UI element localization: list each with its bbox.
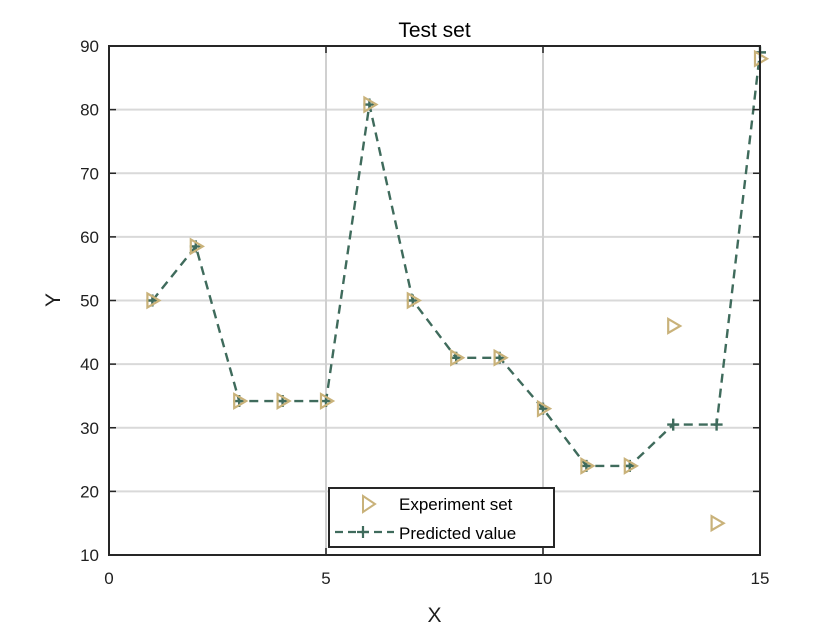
ticks: 10 20 30 40 50 60 70 80 90 0 5 10 15: [80, 37, 769, 588]
experiment-point: [493, 348, 509, 367]
experiment-point: [580, 457, 596, 475]
x-tick-label: 5: [321, 569, 330, 588]
experiment-point: [667, 317, 683, 335]
legend-label-experiment: Experiment set: [399, 495, 513, 514]
experiment-point: [623, 457, 639, 475]
x-tick-label: 10: [534, 569, 553, 588]
y-tick-label: 30: [80, 419, 99, 438]
y-tick-label: 70: [80, 164, 99, 183]
experiment-point: [189, 237, 205, 256]
x-axis-label: X: [427, 604, 441, 627]
experiment-point: [450, 348, 466, 367]
legend: Experiment set Predicted value: [328, 487, 555, 548]
chart-title: Test set: [398, 19, 471, 42]
experiment-point: [710, 514, 726, 533]
experiment-point: [233, 392, 249, 410]
y-tick-label: 40: [80, 355, 99, 374]
y-tick-label: 50: [80, 292, 99, 311]
legend-marker-triangle-icon: [362, 494, 377, 514]
y-tick-label: 90: [80, 37, 99, 56]
experiment-point: [363, 95, 379, 114]
predicted-point: [710, 418, 723, 431]
y-tick-label: 10: [80, 546, 99, 565]
y-tick-label: 20: [80, 482, 99, 501]
y-axis-label: Y: [42, 293, 65, 307]
experiment-point: [276, 392, 292, 410]
y-tick-label: 60: [80, 228, 99, 247]
legend-label-predicted: Predicted value: [399, 524, 516, 543]
experiment-point: [536, 399, 553, 418]
x-tick-label: 15: [751, 569, 770, 588]
experiment-point: [406, 291, 422, 310]
x-tick-label: 0: [104, 569, 113, 588]
experiment-point: [146, 291, 162, 310]
legend-marker-plus-icon: [357, 526, 369, 538]
experiment-point: [319, 392, 336, 410]
predicted-point: [667, 418, 680, 431]
y-tick-label: 80: [80, 101, 99, 120]
grid: [109, 46, 760, 555]
